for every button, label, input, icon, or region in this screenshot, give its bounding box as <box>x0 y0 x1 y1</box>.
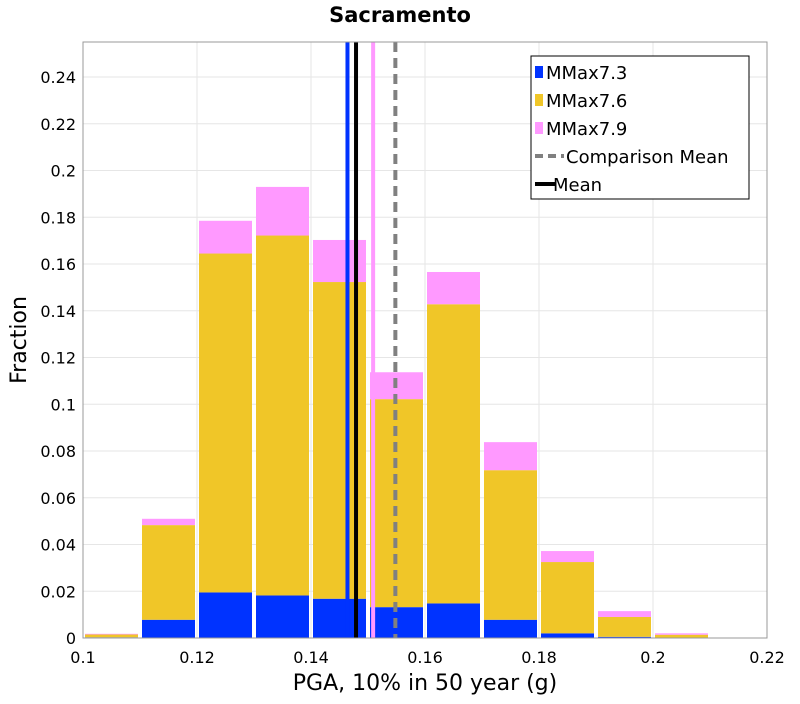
bar-segment <box>199 592 252 638</box>
bar-segment <box>541 633 594 638</box>
bar-segment <box>142 620 195 638</box>
bar-segment <box>256 187 309 236</box>
y-tick-label: 0.06 <box>40 489 76 508</box>
bar-segment <box>655 633 708 634</box>
x-axis-label: PGA, 10% in 50 year (g) <box>293 671 557 696</box>
x-tick-label: 0.18 <box>521 648 557 667</box>
bar-segment <box>85 634 138 637</box>
y-tick-label: 0.02 <box>40 582 76 601</box>
y-tick-label: 0.2 <box>51 162 76 181</box>
legend-swatch <box>535 122 543 134</box>
y-axis-label: Fraction <box>7 296 32 384</box>
legend-label: MMax7.3 <box>546 63 627 84</box>
y-tick-label: 0.1 <box>51 395 76 414</box>
x-tick-label: 0.2 <box>640 648 665 667</box>
y-tick-label: 0.14 <box>40 302 76 321</box>
bar-segment <box>85 634 138 635</box>
legend-label: MMax7.9 <box>546 119 627 140</box>
bar-segment <box>313 282 366 599</box>
bar-segment <box>541 562 594 633</box>
y-tick-label: 0.18 <box>40 208 76 227</box>
x-tick-label: 0.12 <box>179 648 215 667</box>
bar-segment <box>199 254 252 593</box>
bar-segment <box>484 470 537 620</box>
bar-segment <box>427 304 480 603</box>
bar-segment <box>142 519 195 525</box>
bar-segment <box>313 599 366 638</box>
legend-swatch <box>535 94 543 106</box>
y-tick-label: 0 <box>66 629 76 648</box>
legend: MMax7.3 MMax7.6 MMax7.9 Comparison Mean Mean <box>531 56 749 199</box>
x-tick-label: 0.1 <box>70 648 95 667</box>
bar-segment <box>256 595 309 638</box>
bar-segment <box>655 635 708 638</box>
x-tick-label: 0.14 <box>293 648 329 667</box>
legend-label: MMax7.6 <box>546 91 627 112</box>
x-tick-label: 0.22 <box>749 648 785 667</box>
chart-title: Sacramento <box>329 3 471 27</box>
y-tick-label: 0.22 <box>40 115 76 134</box>
legend-label: Comparison Mean <box>566 147 729 168</box>
y-tick-label: 0.04 <box>40 536 76 555</box>
bar-segment <box>256 236 309 596</box>
bar-segment <box>427 272 480 304</box>
y-tick-label: 0.08 <box>40 442 76 461</box>
bar-segment <box>484 442 537 470</box>
bar-segment <box>541 551 594 562</box>
bar-segment <box>598 611 651 617</box>
bar-segment <box>427 603 480 638</box>
legend-label: Mean <box>553 175 602 196</box>
x-tick-label: 0.16 <box>407 648 443 667</box>
y-tick-label: 0.12 <box>40 349 76 368</box>
y-tick-label: 0.24 <box>40 68 76 87</box>
legend-swatch <box>535 66 543 78</box>
bar-segment <box>199 221 252 254</box>
bar-segment <box>484 620 537 638</box>
bar-segment <box>313 240 366 282</box>
y-tick-label: 0.16 <box>40 255 76 274</box>
bar-segment <box>598 617 651 637</box>
bar-segment <box>142 525 195 620</box>
